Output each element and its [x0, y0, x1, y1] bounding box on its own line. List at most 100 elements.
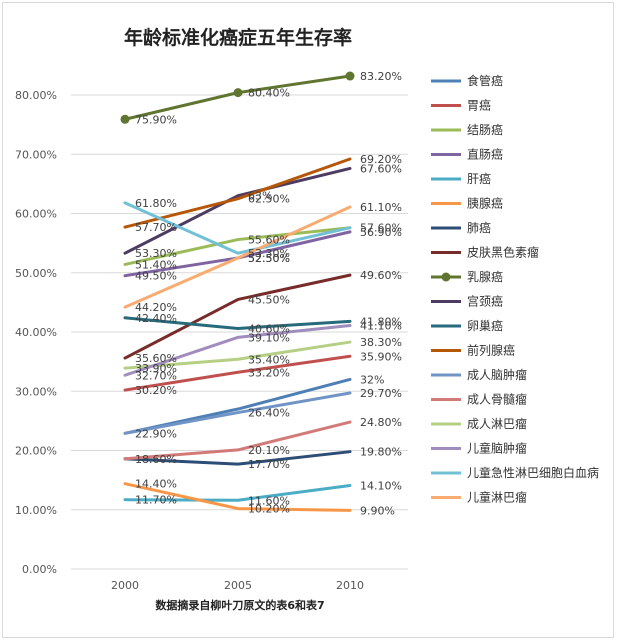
- chart-title: 年龄标准化癌症五年生存率: [123, 27, 352, 49]
- x-tick-label: 2010: [336, 579, 364, 592]
- data-label: 75.90%: [135, 113, 177, 126]
- legend-entry: 宫颈癌: [467, 294, 503, 309]
- legend-entry: 卵巢癌: [467, 318, 503, 333]
- data-label: 20.10%: [248, 444, 290, 457]
- data-label: 41.10%: [360, 319, 402, 332]
- series-line: [123, 450, 352, 466]
- legend-entry: 成人淋巴瘤: [467, 416, 527, 431]
- data-label: 49.50%: [135, 270, 177, 283]
- x-tick-label: 2000: [111, 579, 139, 592]
- data-label: 33.20%: [248, 366, 290, 379]
- data-label: 10.20%: [248, 503, 290, 516]
- data-label: 19.80%: [360, 446, 402, 459]
- series-line: [123, 323, 352, 377]
- data-label: 57.60%: [360, 222, 402, 235]
- legend-entry: 皮肤黑色素瘤: [467, 245, 539, 260]
- data-label: 44.20%: [135, 301, 177, 314]
- y-tick-label: 70.00%: [15, 148, 57, 161]
- series-line: [123, 420, 352, 461]
- series-marker: [233, 88, 243, 98]
- data-label: 56.90%: [360, 226, 402, 239]
- legend-entry: 儿童急性淋巴细胞白血病: [467, 465, 599, 480]
- data-label: 67.60%: [360, 162, 402, 175]
- series-line: [123, 482, 352, 512]
- x-tick-label: 2005: [224, 579, 252, 592]
- series-line: [123, 273, 352, 360]
- legend-entry: 直肠癌: [467, 147, 503, 162]
- legend-entry: 前列腺癌: [467, 343, 515, 358]
- series-line: [123, 226, 352, 266]
- legend-entry: 儿童脑肿瘤: [467, 441, 527, 456]
- data-label: 11.60%: [248, 494, 290, 507]
- data-label: 61.10%: [360, 201, 402, 214]
- data-label: 14.40%: [135, 478, 177, 491]
- legend-entry: 结肠癌: [467, 122, 503, 137]
- data-label: 18.60%: [135, 453, 177, 466]
- data-label: 35.60%: [135, 352, 177, 365]
- data-label: 26.40%: [248, 407, 290, 420]
- y-tick-label: 10.00%: [15, 504, 57, 517]
- series-line: [123, 201, 352, 255]
- y-tick-label: 40.00%: [15, 326, 57, 339]
- x-axis-label: 数据摘录自柳叶刀原文的表6和表7: [155, 598, 324, 612]
- y-tick-label: 60.00%: [15, 208, 57, 221]
- data-label: 57.70%: [135, 221, 177, 234]
- data-label: 62.50%: [248, 193, 290, 206]
- data-label: 42.40%: [135, 312, 177, 325]
- data-label: 63%: [248, 190, 272, 203]
- series-line: [123, 157, 352, 229]
- data-label: 41.80%: [360, 315, 402, 328]
- data-label: 53.30%: [135, 247, 177, 260]
- data-label: 69.20%: [360, 153, 402, 166]
- series-line: [123, 340, 352, 370]
- legend-entry: 肝癌: [467, 171, 491, 186]
- data-label: 51.40%: [135, 258, 177, 271]
- legend-entry: 食管癌: [467, 73, 503, 88]
- data-label: 49.60%: [360, 269, 402, 282]
- legend-entry: 成人脑肿瘤: [467, 367, 527, 382]
- data-label: 45.50%: [248, 293, 290, 306]
- data-label: 55.60%: [248, 234, 290, 247]
- legend-entry: 肺癌: [467, 220, 491, 235]
- data-label: 83.20%: [360, 70, 402, 83]
- data-label: 32%: [360, 373, 384, 386]
- data-label: 24.80%: [360, 416, 402, 429]
- series-line: [123, 205, 352, 309]
- legend-marker: [441, 272, 451, 282]
- chart-frame: 年龄标准化癌症五年生存率 0.00% 10.00% 20.00% 30.00% 40.0…: [2, 2, 614, 638]
- data-label: 40.60%: [248, 322, 290, 335]
- data-label: 33.90%: [135, 362, 177, 375]
- line-chart: 0.00% 10.00% 20.00% 30.00% 40.00% 50.00% 60.00…: [15, 70, 599, 612]
- data-label: 32.70%: [135, 369, 177, 382]
- series-marker: [120, 114, 130, 124]
- data-label: 38.30%: [360, 336, 402, 349]
- series-line: [123, 354, 352, 392]
- data-label: 52.50%: [248, 252, 290, 265]
- data-label: 53.30%: [248, 247, 290, 260]
- data-label: 35.40%: [248, 353, 290, 366]
- data-label: 80.40%: [248, 87, 290, 100]
- legend-entry: 胃癌: [467, 98, 491, 113]
- series-line: [123, 316, 352, 330]
- series-line: [123, 483, 352, 502]
- series-line: [123, 166, 352, 255]
- y-tick-label: 0.00%: [22, 563, 57, 576]
- data-label: 11.70%: [135, 494, 177, 507]
- data-label: 61.80%: [135, 197, 177, 210]
- legend-entry: 胰腺癌: [467, 196, 503, 211]
- data-label: 17.70%: [248, 458, 290, 471]
- data-label: 30.20%: [135, 384, 177, 397]
- legend-entry: 成人骨髓瘤: [467, 392, 527, 407]
- legend-entry: 儿童淋巴瘤: [467, 490, 527, 505]
- series-marker: [345, 71, 355, 81]
- y-tick-label: 80.00%: [15, 89, 57, 102]
- y-tick-label: 20.00%: [15, 445, 57, 458]
- y-tick-label: 30.00%: [15, 385, 57, 398]
- series-line: [123, 391, 352, 435]
- data-label: 22.90%: [135, 427, 177, 440]
- data-label: 35.90%: [360, 350, 402, 363]
- data-label: 29.70%: [360, 387, 402, 400]
- y-tick-label: 50.00%: [15, 267, 57, 280]
- data-label: 9.90%: [360, 504, 395, 517]
- data-label: 52.50%: [248, 252, 290, 265]
